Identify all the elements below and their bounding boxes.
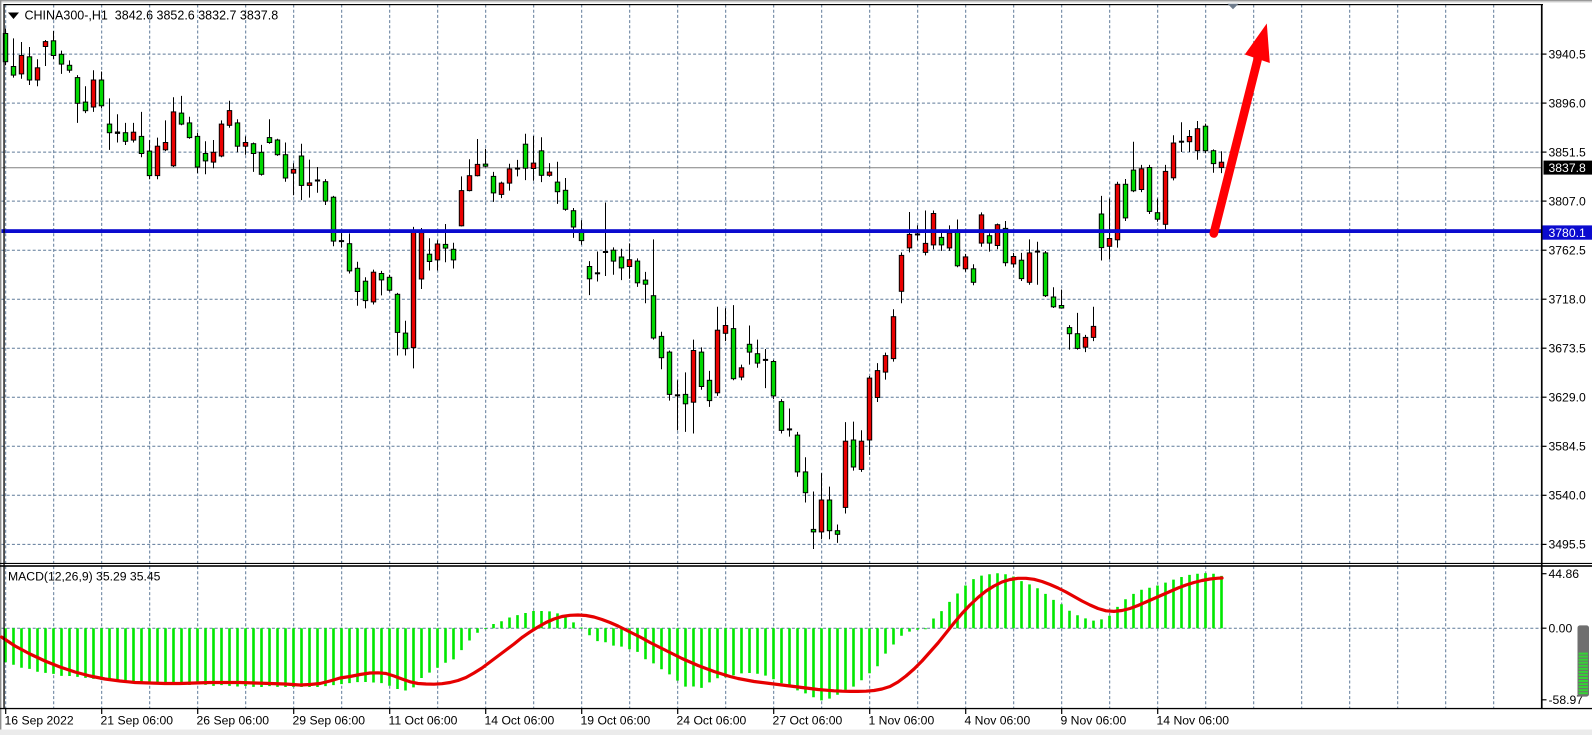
svg-text:3629.0: 3629.0 bbox=[1549, 391, 1586, 405]
svg-text:24 Oct 06:00: 24 Oct 06:00 bbox=[677, 713, 747, 727]
svg-text:21 Sep 06:00: 21 Sep 06:00 bbox=[101, 713, 174, 727]
svg-text:4 Nov 06:00: 4 Nov 06:00 bbox=[965, 713, 1031, 727]
svg-text:3837.8: 3837.8 bbox=[1549, 161, 1586, 175]
svg-text:14 Oct 06:00: 14 Oct 06:00 bbox=[485, 713, 555, 727]
svg-text:1 Nov 06:00: 1 Nov 06:00 bbox=[869, 713, 935, 727]
svg-text:29 Sep 06:00: 29 Sep 06:00 bbox=[293, 713, 366, 727]
svg-text:-58.97: -58.97 bbox=[1549, 693, 1584, 707]
svg-text:11 Oct 06:00: 11 Oct 06:00 bbox=[389, 713, 458, 727]
svg-text:44.86: 44.86 bbox=[1549, 567, 1580, 581]
svg-text:3718.0: 3718.0 bbox=[1549, 293, 1586, 307]
svg-text:3762.5: 3762.5 bbox=[1549, 244, 1586, 258]
svg-text:3896.0: 3896.0 bbox=[1549, 96, 1586, 110]
svg-text:27 Oct 06:00: 27 Oct 06:00 bbox=[773, 713, 843, 727]
svg-text:CHINA300-,H1 3842.6 3852.6 38: CHINA300-,H1 3842.6 3852.6 3832.7 3837.8 bbox=[25, 9, 279, 23]
svg-text:MACD(12,26,9) 35.29 35.45: MACD(12,26,9) 35.29 35.45 bbox=[8, 570, 161, 584]
svg-text:3807.0: 3807.0 bbox=[1549, 194, 1586, 208]
svg-text:26 Sep 06:00: 26 Sep 06:00 bbox=[197, 713, 270, 727]
svg-text:3851.5: 3851.5 bbox=[1549, 145, 1586, 159]
svg-text:16 Sep 2022: 16 Sep 2022 bbox=[5, 713, 74, 727]
svg-text:14 Nov 06:00: 14 Nov 06:00 bbox=[1157, 713, 1230, 727]
svg-text:3673.5: 3673.5 bbox=[1549, 342, 1586, 356]
svg-text:3495.5: 3495.5 bbox=[1549, 538, 1586, 552]
svg-text:3540.0: 3540.0 bbox=[1549, 489, 1586, 503]
svg-text:3584.5: 3584.5 bbox=[1549, 440, 1586, 454]
svg-text:3780.1: 3780.1 bbox=[1549, 226, 1586, 240]
svg-text:3940.5: 3940.5 bbox=[1549, 47, 1586, 61]
svg-text:9 Nov 06:00: 9 Nov 06:00 bbox=[1061, 713, 1127, 727]
svg-text:19 Oct 06:00: 19 Oct 06:00 bbox=[581, 713, 651, 727]
svg-text:0.00: 0.00 bbox=[1549, 622, 1573, 636]
